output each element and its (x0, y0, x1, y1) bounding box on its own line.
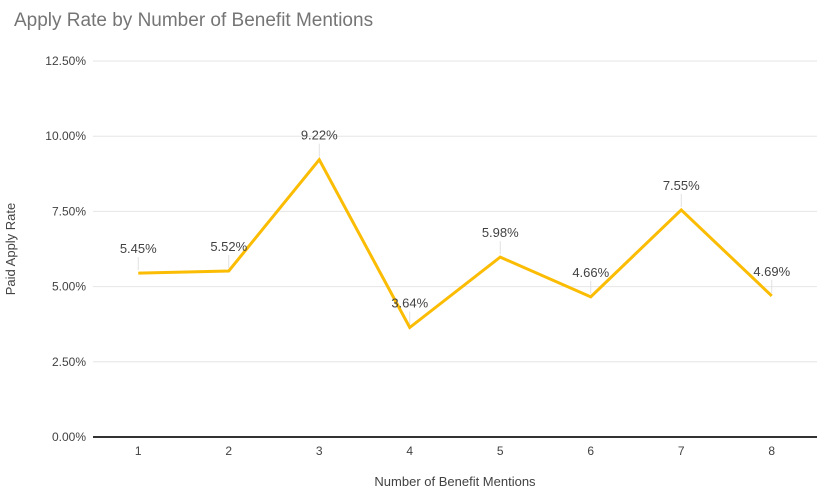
series-line-paid-apply-rate[interactable] (138, 156, 773, 330)
data-label: 5.52% (210, 239, 247, 254)
data-label: 4.69% (753, 264, 790, 279)
data-label: 5.45% (120, 241, 157, 256)
y-tick-label: 2.50% (52, 355, 86, 369)
data-label: 3.64% (391, 296, 428, 311)
x-tick-label: 7 (678, 444, 685, 458)
x-tick-label: 5 (497, 444, 504, 458)
x-tick-label: 4 (406, 444, 413, 458)
data-label: 4.66% (572, 265, 609, 280)
y-tick-label: 12.50% (45, 54, 86, 68)
data-label: 9.22% (301, 128, 338, 143)
data-label: 7.55% (663, 178, 700, 193)
y-tick-label: 0.00% (52, 430, 86, 444)
x-tick-label: 3 (316, 444, 323, 458)
x-tick-label: 6 (587, 444, 594, 458)
y-axis-title: Paid Apply Rate (3, 203, 18, 296)
chart-title: Apply Rate by Number of Benefit Mentions (14, 10, 374, 31)
y-tick-label: 10.00% (45, 129, 86, 143)
x-tick-label: 8 (768, 444, 775, 458)
y-tick-label: 7.50% (52, 204, 86, 218)
y-tick-label: 5.00% (52, 280, 86, 294)
x-tick-label: 1 (135, 444, 142, 458)
x-tick-label: 2 (225, 444, 232, 458)
x-axis-title: Number of Benefit Mentions (374, 474, 536, 489)
data-label: 5.98% (482, 225, 519, 240)
